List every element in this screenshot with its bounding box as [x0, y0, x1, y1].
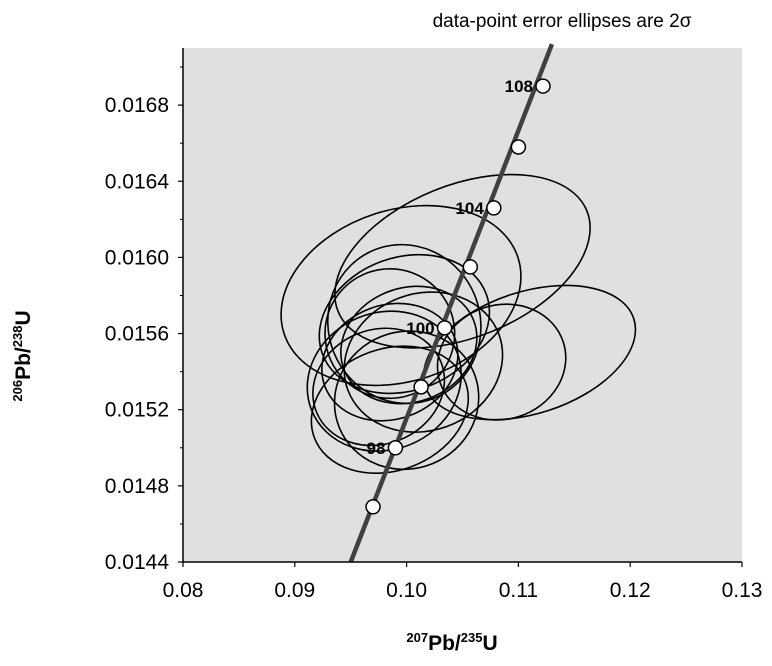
error-ellipse-12: [326, 243, 482, 405]
y-tick-label-4: 0.0156: [105, 323, 169, 346]
age-markers: 98 100 104 108: [365, 77, 551, 515]
x-tick-label-3: 0.10: [386, 579, 427, 602]
y-tick-label-2: 0.0148: [105, 475, 169, 498]
y-axis-ticks: 0.0144 0.0148 0.0152 0.0156 0.0160 0.0164 0.01…: [105, 66, 183, 574]
y-tick-label-1: 0.0144: [105, 551, 170, 574]
age-label-100: 100: [406, 319, 434, 338]
error-ellipse-13: [436, 303, 567, 421]
age-marker-7: [510, 139, 527, 155]
error-ellipse-9: [310, 345, 470, 475]
sigma-symbol: σ: [680, 11, 692, 32]
y-tick-label-5: 0.0160: [105, 246, 169, 269]
x-tick-label-1: 0.08: [163, 579, 204, 602]
age-label-98: 98: [366, 439, 385, 458]
age-marker-6: [486, 200, 502, 216]
age-marker-4: [436, 320, 453, 336]
x-tick-label-6: 0.13: [722, 579, 763, 602]
y-tick-label-7: 0.0168: [105, 94, 169, 117]
age-marker-2: [387, 440, 404, 456]
age-marker-3: [413, 379, 429, 395]
axes: [182, 48, 742, 563]
age-label-108: 108: [505, 77, 533, 96]
x-tick-label-4: 0.11: [499, 579, 538, 602]
age-marker-1: [365, 499, 381, 515]
age-label-104: 104: [455, 199, 484, 218]
error-ellipse-10: [333, 330, 480, 471]
age-marker-8: [535, 78, 551, 94]
plot-area: [183, 48, 742, 562]
y-tick-label-6: 0.0164: [105, 170, 170, 193]
error-ellipse-2: [280, 204, 522, 387]
x-axis-ticks: 0.08 0.09 0.10 0.11 0.12 0.13: [163, 562, 763, 602]
chart-annotation: data-point error ellipses are 2σ: [433, 11, 692, 32]
error-ellipse-1: [334, 173, 591, 349]
error-ellipse-11: [343, 291, 504, 433]
age-marker-5: [462, 259, 479, 275]
concordia-curve: [348, 43, 555, 563]
x-tick-label-5: 0.12: [610, 579, 651, 602]
x-tick-label-2: 0.09: [274, 579, 315, 602]
y-axis-title: 206Pb/238U: [10, 310, 35, 401]
y-tick-label-3: 0.0152: [105, 399, 169, 422]
x-axis-title: 207Pb/235U: [406, 630, 497, 655]
